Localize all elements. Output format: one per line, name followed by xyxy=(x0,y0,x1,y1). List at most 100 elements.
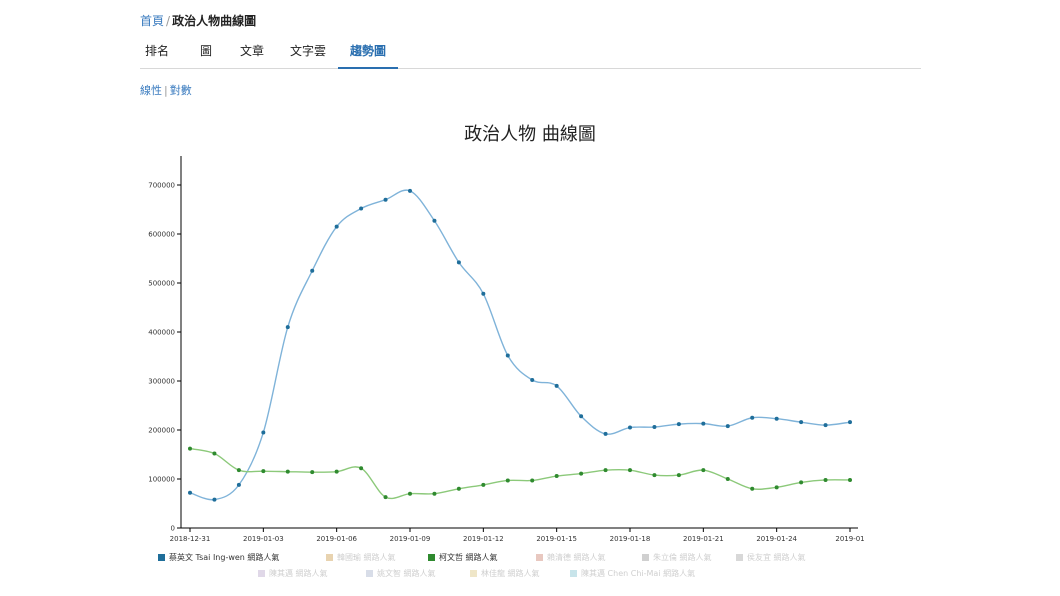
chart-title: 政治人物 曲線圖 xyxy=(464,124,596,145)
breadcrumb-current: 政治人物曲線圖 xyxy=(172,14,257,28)
tab-trend[interactable]: 趨勢圖 xyxy=(338,38,398,69)
data-point-ko xyxy=(285,469,290,474)
legend-item[interactable]: 姚文智 網路人氣 xyxy=(366,568,436,579)
data-point-tsai xyxy=(236,482,241,487)
series-layer xyxy=(188,188,852,502)
data-point-ko xyxy=(334,469,339,474)
data-point-tsai xyxy=(530,378,535,383)
legend-label: 陳其邁 Chen Chi-Mai 網路人氣 xyxy=(581,569,696,578)
data-point-tsai xyxy=(652,425,657,430)
x-tick-label: 2019-01-09 xyxy=(390,535,431,543)
data-point-tsai xyxy=(310,268,315,273)
legend-swatch xyxy=(158,554,165,561)
legend-item[interactable]: 賴清德 網路人氣 xyxy=(536,552,606,563)
data-point-ko xyxy=(750,486,755,491)
data-point-ko xyxy=(848,477,852,482)
y-tick-label: 0 xyxy=(171,525,175,533)
legend-swatch xyxy=(642,554,649,561)
data-point-ko xyxy=(701,468,706,473)
legend-label: 陳其邁 網路人氣 xyxy=(269,569,328,578)
series-line-tsai xyxy=(189,189,851,501)
tab-chart[interactable]: 圖 xyxy=(199,44,212,58)
data-point-ko xyxy=(603,468,608,473)
y-tick-label: 500000 xyxy=(148,280,175,288)
data-point-tsai xyxy=(408,188,412,193)
legend-swatch xyxy=(366,570,373,577)
x-tick-label: 2018-12-31 xyxy=(170,535,211,543)
data-point-ko xyxy=(799,480,804,485)
data-point-ko xyxy=(530,478,535,483)
x-tick-label: 2019-01-03 xyxy=(243,535,284,543)
legend-label: 韓國瑜 網路人氣 xyxy=(337,553,396,562)
tab-ranking[interactable]: 排名 xyxy=(144,44,169,58)
linear-scale-link[interactable]: 線性 xyxy=(140,84,162,97)
breadcrumb-separator: / xyxy=(166,14,171,28)
data-point-ko xyxy=(579,471,584,476)
legend-item[interactable]: 陳其邁 Chen Chi-Mai 網路人氣 xyxy=(570,568,695,579)
x-tick-label: 2019-01-12 xyxy=(463,535,504,543)
legend-item[interactable]: 林佳龍 網路人氣 xyxy=(470,568,540,579)
series-line-ko xyxy=(189,447,851,500)
data-point-ko xyxy=(408,491,412,496)
x-tick-label: 2019-01-15 xyxy=(536,535,577,543)
x-tick-label: 2019-01-24 xyxy=(756,535,797,543)
data-point-tsai xyxy=(725,424,730,429)
data-point-tsai xyxy=(481,291,486,296)
data-point-tsai xyxy=(285,325,290,330)
data-point-ko xyxy=(823,477,828,482)
legend-label: 林佳龍 網路人氣 xyxy=(481,569,540,578)
data-point-ko xyxy=(725,477,730,481)
x-tick-label: 2019-01-06 xyxy=(316,535,357,543)
data-point-tsai xyxy=(432,218,437,223)
log-scale-link[interactable]: 對數 xyxy=(169,84,192,97)
data-point-tsai xyxy=(628,425,632,430)
legend-item[interactable]: 柯文哲 網路人氣 xyxy=(428,552,498,563)
x-axis-ticks: 2018-12-31 2019-01-03 2019-01-06 2019-01-09… xyxy=(170,528,865,543)
y-tick-label: 100000 xyxy=(148,476,175,484)
legend-item[interactable]: 陳其邁 網路人氣 xyxy=(258,568,328,579)
breadcrumb-home-link[interactable]: 首頁 xyxy=(140,14,165,28)
tab-articles[interactable]: 文章 xyxy=(239,44,264,58)
data-point-ko xyxy=(554,474,559,479)
data-point-tsai xyxy=(848,420,852,425)
data-point-ko xyxy=(774,485,779,490)
tab-word-cloud[interactable]: 文字雲 xyxy=(289,44,326,58)
legend-swatch xyxy=(428,554,435,561)
legend-swatch xyxy=(736,554,743,561)
legend-label: 姚文智 網路人氣 xyxy=(377,569,436,578)
data-point-tsai xyxy=(456,260,461,265)
legend-label: 蔡英文 Tsai Ing-wen 網路人氣 xyxy=(169,553,280,562)
legend-item[interactable]: 侯友宜 網路人氣 xyxy=(736,552,806,563)
scale-switch: 線性 | 對數 xyxy=(140,82,192,98)
y-tick-label: 600000 xyxy=(148,231,175,239)
breadcrumb: 首頁 / 政治人物曲線圖 xyxy=(140,12,256,29)
data-point-ko xyxy=(676,473,681,478)
legend-swatch xyxy=(470,570,477,577)
data-point-tsai xyxy=(823,423,828,428)
data-point-tsai xyxy=(799,420,804,425)
legend-swatch xyxy=(536,554,543,561)
scale-separator: | xyxy=(164,84,168,97)
data-point-tsai xyxy=(212,497,217,502)
data-point-tsai xyxy=(603,431,608,436)
legend-swatch xyxy=(570,570,577,577)
x-tick-label: 2019-01-18 xyxy=(610,535,651,543)
legend-item[interactable]: 朱立倫 網路人氣 xyxy=(642,552,712,563)
data-point-tsai xyxy=(750,415,755,420)
data-point-tsai xyxy=(261,430,266,435)
y-tick-label: 700000 xyxy=(148,182,175,190)
legend-item[interactable]: 韓國瑜 網路人氣 xyxy=(326,552,396,563)
data-point-ko xyxy=(481,482,486,487)
legend-item[interactable]: 蔡英文 Tsai Ing-wen 網路人氣 xyxy=(158,552,279,563)
x-tick-label: 2019-01-21 xyxy=(683,535,724,543)
y-axis-ticks: 0 100000 200000 300000 400000 500000 600000 700… xyxy=(148,182,181,533)
data-point-tsai xyxy=(701,421,706,426)
data-point-ko xyxy=(212,451,217,456)
y-tick-label: 300000 xyxy=(148,378,175,386)
data-point-tsai xyxy=(676,422,681,427)
data-point-ko xyxy=(456,486,461,491)
tab-bar: 排名 圖 文章 文字雲 趨勢圖 xyxy=(140,38,921,69)
legend-label: 朱立倫 網路人氣 xyxy=(653,553,712,562)
data-point-ko xyxy=(261,469,266,474)
y-tick-label: 400000 xyxy=(148,329,175,337)
